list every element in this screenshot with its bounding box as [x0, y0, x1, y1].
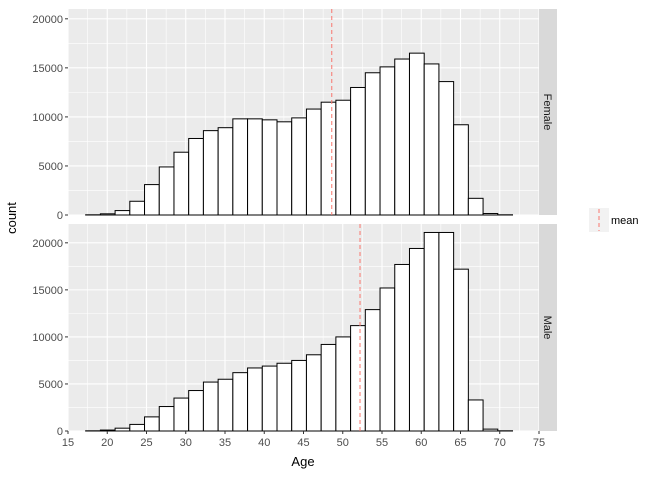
x-tick-label: 45	[297, 437, 309, 449]
histogram-bar	[350, 86, 366, 216]
histogram-bar	[114, 210, 131, 216]
x-tick-label: 75	[533, 437, 545, 449]
histogram-bar	[350, 325, 366, 432]
x-tick-label: 50	[337, 437, 349, 449]
y-tick-label: 5000	[39, 379, 63, 391]
histogram-bar	[144, 416, 160, 432]
histogram-bar	[364, 309, 381, 432]
histogram-bar	[276, 362, 293, 432]
histogram-bar	[305, 354, 322, 432]
facet-strip	[539, 224, 557, 431]
y-axis-title: count	[4, 202, 19, 234]
histogram-bar	[202, 381, 219, 432]
histogram-bar	[408, 247, 425, 432]
histogram-bar	[261, 119, 278, 216]
histogram-bar	[394, 58, 410, 216]
histogram-bar	[232, 118, 249, 216]
y-tick-label: 0	[57, 210, 63, 222]
histogram-bar	[247, 118, 263, 216]
histogram-bar	[453, 268, 469, 432]
y-tick-label: 0	[57, 426, 63, 438]
x-tick-label: 55	[376, 437, 388, 449]
histogram-bar	[482, 428, 499, 432]
histogram-bar	[129, 200, 146, 216]
histogram-bar	[467, 197, 484, 216]
histogram-bar	[202, 130, 219, 216]
histogram-bar	[335, 99, 352, 216]
histogram-bar	[158, 166, 175, 216]
histogram-bar	[438, 231, 455, 432]
histogram-bar	[173, 397, 190, 432]
histogram-bar	[320, 101, 337, 216]
histogram-bar	[114, 427, 131, 432]
histogram-bar	[335, 336, 352, 432]
histogram-bar	[217, 127, 234, 216]
y-tick-label: 5000	[39, 161, 63, 173]
x-tick-label: 60	[415, 437, 427, 449]
histogram-bar	[408, 52, 425, 216]
histogram-bar	[482, 213, 499, 216]
histogram-bar	[438, 81, 455, 216]
x-tick-label: 35	[219, 437, 231, 449]
x-tick-label: 20	[101, 437, 113, 449]
histogram-bar	[144, 184, 160, 216]
facet-strip-label: Female	[541, 94, 553, 131]
histogram-bar	[291, 117, 307, 216]
x-axis: 15 20 25 30 35 40 45 50 55 60 65 70 75	[62, 431, 545, 449]
x-tick-label: 25	[140, 437, 152, 449]
histogram-bar	[188, 137, 204, 216]
x-tick-label: 15	[62, 437, 74, 449]
histogram-bar	[291, 359, 307, 432]
histogram-bar	[453, 124, 469, 216]
x-tick-label: 65	[454, 437, 466, 449]
histogram-bar	[247, 367, 263, 432]
x-axis-title: Age	[291, 454, 314, 469]
histogram-bar	[379, 287, 396, 432]
histogram-bar	[232, 372, 249, 432]
histogram-bar	[158, 406, 175, 432]
histogram-bar	[305, 108, 322, 216]
facet-strip-label: Male	[541, 316, 553, 340]
panel-female: 0 5000 10000 15000 20000 Female	[32, 9, 557, 222]
legend: mean	[589, 208, 639, 232]
histogram-bar	[379, 66, 396, 216]
panel-male: 0 5000 10000 15000 20000 Male	[32, 224, 557, 438]
y-tick-label: 10000	[32, 112, 63, 124]
legend-mean-label: mean	[611, 215, 639, 227]
x-tick-label: 70	[494, 437, 506, 449]
histogram-bar	[99, 213, 116, 216]
histogram-bar	[320, 343, 337, 432]
x-tick-label: 30	[180, 437, 192, 449]
histogram-bar	[276, 121, 293, 216]
y-tick-label: 20000	[32, 238, 63, 250]
facet-strip	[539, 9, 557, 215]
panels-layer: 0 5000 10000 15000 20000 Female 0 5000 10000 1500…	[32, 9, 557, 438]
histogram-bar	[467, 399, 484, 432]
y-tick-label: 15000	[32, 285, 63, 297]
histogram-bar	[99, 429, 116, 432]
histogram-bar	[188, 390, 204, 432]
histogram-bar	[129, 423, 146, 432]
y-tick-label: 15000	[32, 63, 63, 75]
histogram-bar	[217, 378, 234, 432]
histogram-bar	[394, 263, 410, 432]
y-tick-label: 10000	[32, 332, 63, 344]
x-tick-label: 40	[258, 437, 270, 449]
histogram-bar	[423, 231, 440, 432]
histogram-bar	[364, 72, 381, 216]
histogram-bar	[261, 365, 278, 432]
y-tick-label: 20000	[32, 14, 63, 26]
histogram-bar	[173, 151, 190, 216]
histogram-bar	[423, 63, 440, 216]
